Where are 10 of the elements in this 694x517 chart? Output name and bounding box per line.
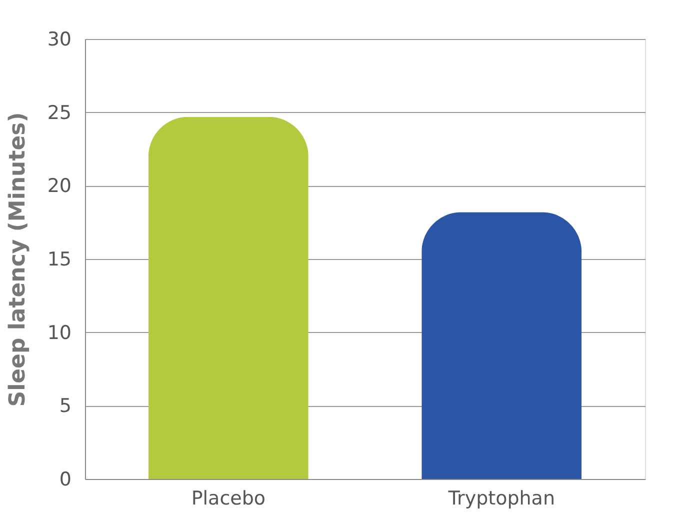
y-tick-label: 30 xyxy=(47,28,72,50)
y-tick-label: 15 xyxy=(47,248,72,270)
x-tick-label: Tryptophan xyxy=(447,488,555,510)
y-axis-title: Sleep latency (Minutes) xyxy=(5,112,30,407)
y-tick-label: 10 xyxy=(47,322,72,344)
x-tick-label: Placebo xyxy=(191,488,266,510)
y-tick-label: 20 xyxy=(47,175,72,198)
y-tick-label: 25 xyxy=(47,102,72,124)
y-tick-label: 5 xyxy=(59,395,72,418)
y-tick-label: 0 xyxy=(59,468,72,490)
